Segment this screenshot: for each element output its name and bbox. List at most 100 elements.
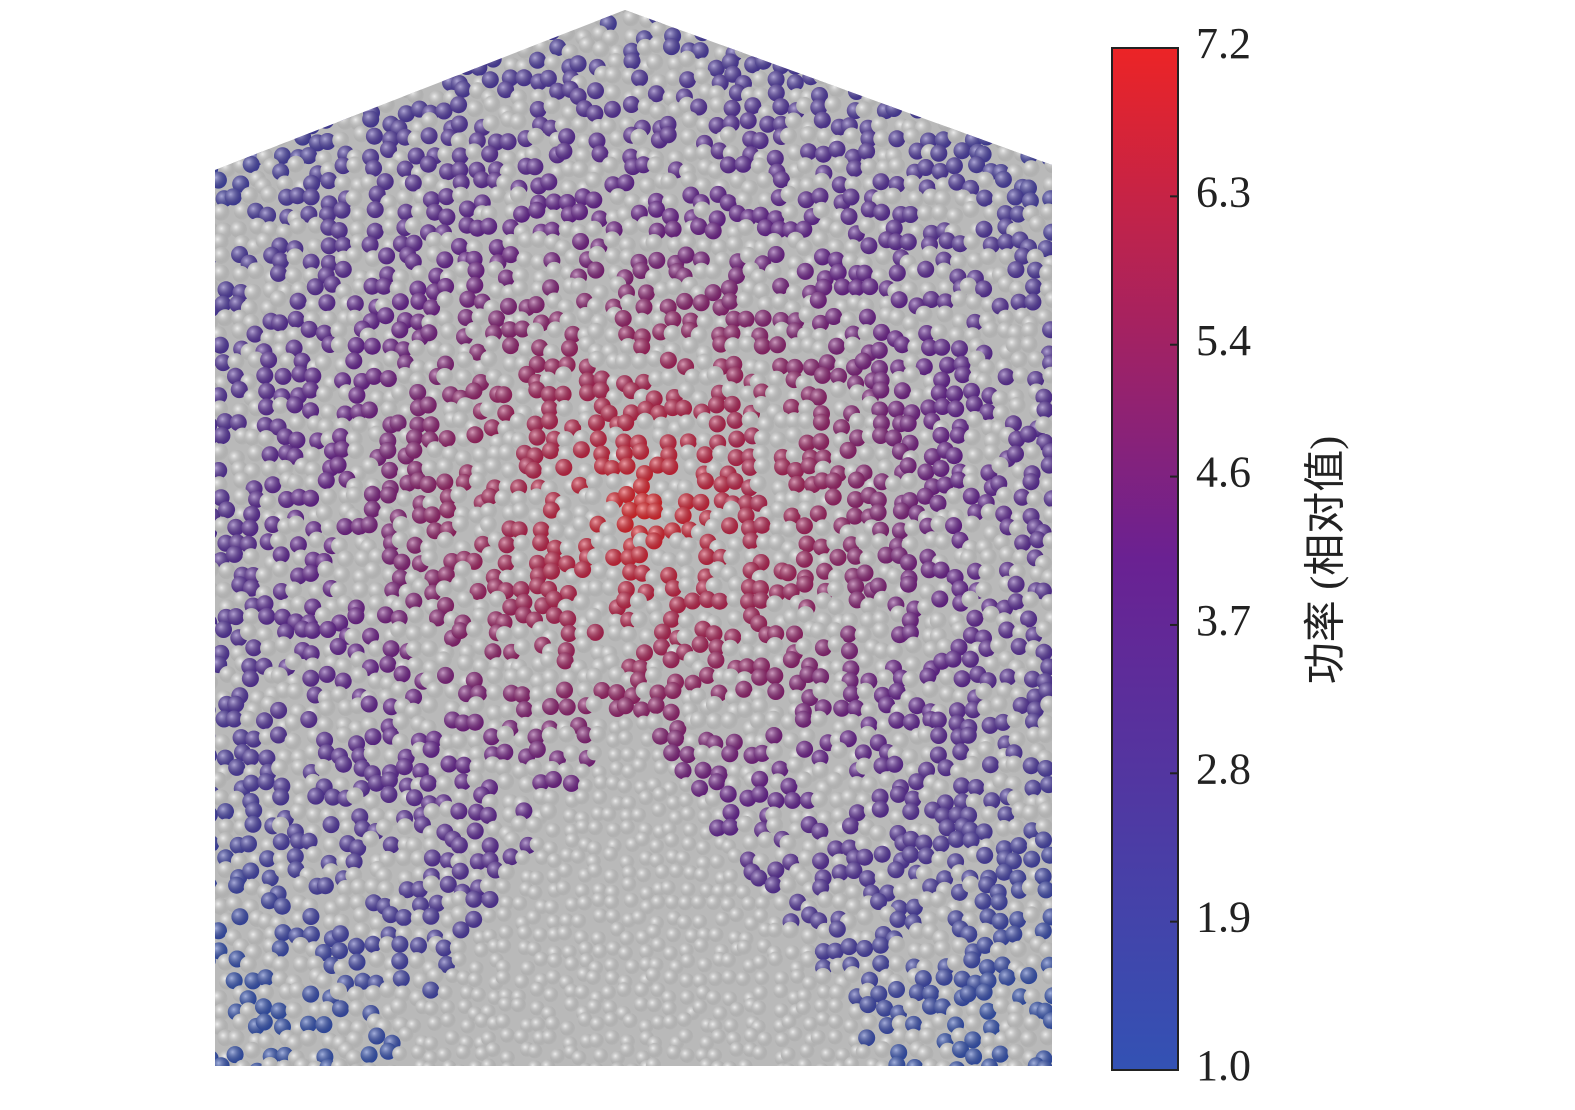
particle-shade: [706, 366, 724, 384]
particle: [440, 10, 458, 13]
particle-shade: [993, 100, 1011, 117]
particle-shade: [917, 159, 935, 176]
particle: [945, 88, 963, 106]
particle-shade: [241, 187, 259, 204]
particle-shade: [323, 10, 341, 17]
particle: [1038, 86, 1052, 104]
particle: [575, 10, 593, 12]
particle: [720, 10, 738, 15]
particle-shade: [872, 173, 890, 191]
particle-shade: [420, 112, 438, 130]
particle-shade: [242, 155, 260, 173]
particle: [246, 43, 263, 61]
particle-shade: [215, 134, 218, 152]
particle: [884, 72, 902, 90]
particle-shade: [543, 221, 561, 239]
particle-shade: [513, 205, 531, 223]
particle: [345, 26, 363, 44]
particle-shade: [764, 263, 782, 281]
particle: [817, 40, 835, 58]
particle: [494, 26, 512, 43]
particle-shade: [1024, 293, 1042, 311]
particle-shade: [979, 548, 997, 566]
particle-shade: [379, 43, 397, 61]
particle: [1041, 10, 1052, 11]
particle-shade: [659, 126, 677, 144]
particle: [810, 24, 828, 42]
particle-shade: [215, 10, 230, 24]
particle: [299, 58, 317, 76]
particle-shade: [323, 41, 341, 59]
particle-shade: [843, 40, 861, 58]
particle-shade: [530, 231, 548, 248]
particle-shade: [705, 262, 722, 280]
particle-shade: [275, 223, 293, 241]
particle-shade: [347, 51, 365, 69]
particle-shade: [244, 134, 262, 152]
particle-shade: [241, 71, 259, 89]
particle-shade: [361, 457, 379, 475]
particle-shade: [228, 98, 245, 116]
particle: [938, 95, 956, 113]
particle-shade: [826, 534, 844, 551]
particle: [197, 119, 214, 136]
particle-shade: [457, 38, 475, 56]
particle-shade: [1020, 179, 1037, 197]
particle-shade: [1004, 75, 1022, 93]
particle-shade: [353, 10, 371, 11]
particle-shade: [509, 113, 527, 131]
particle-shade: [647, 85, 665, 103]
particle-shade: [759, 41, 777, 59]
particle-shade: [904, 519, 922, 537]
particle-shade: [286, 474, 304, 492]
particle-shade: [344, 628, 362, 645]
particle: [759, 41, 777, 59]
particle-shade: [257, 430, 275, 448]
particle: [966, 99, 984, 117]
particle-shade: [631, 546, 648, 564]
particle-shade: [588, 246, 606, 263]
particle-shade: [786, 74, 804, 92]
particle-shade: [932, 426, 950, 444]
particle-shade: [421, 459, 439, 477]
particle: [709, 13, 727, 31]
particle-shade: [948, 173, 966, 191]
particle-shade: [618, 486, 636, 503]
particle-shade: [215, 416, 218, 434]
particle-shade: [319, 206, 336, 224]
particle: [365, 84, 383, 102]
particle-shade: [904, 10, 922, 14]
particle-shade: [258, 607, 276, 625]
particle-shade: [197, 595, 214, 612]
particle-shade: [639, 628, 656, 646]
particle-shade: [710, 239, 728, 257]
particle-shade: [962, 473, 980, 491]
particle-shade: [353, 125, 371, 143]
particle-shade: [616, 515, 634, 533]
particle-shade: [483, 335, 501, 353]
particle: [259, 11, 277, 29]
particle-shade: [931, 163, 949, 180]
particle: [196, 0, 213, 16]
particle: [1038, 99, 1052, 117]
particle-shade: [441, 10, 459, 23]
particle: [779, 39, 797, 57]
particle: [337, 73, 355, 91]
particle-shade: [526, 12, 544, 30]
particle: [196, 59, 213, 76]
particle-shade: [977, 10, 995, 15]
particle-shade: [378, 247, 396, 265]
particle-shade: [873, 130, 891, 148]
particle: [287, 52, 305, 70]
particle-shade: [920, 22, 938, 40]
particle: [953, 96, 971, 114]
particle-shade: [558, 24, 576, 42]
particle-shade: [704, 222, 722, 240]
particle-shade: [872, 381, 890, 399]
particle-shade: [407, 147, 425, 165]
particle-shade: [831, 156, 849, 174]
particle: [736, 10, 754, 28]
particle-shade: [225, 57, 243, 75]
particle-shade: [931, 204, 949, 222]
particle-shade: [884, 187, 902, 205]
